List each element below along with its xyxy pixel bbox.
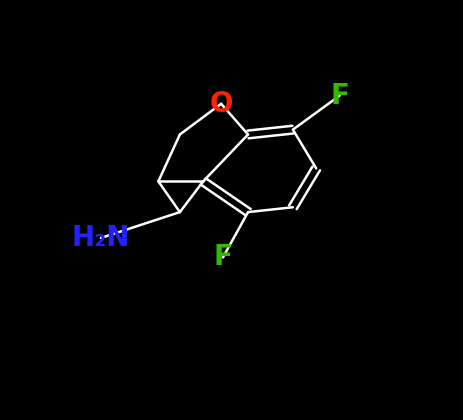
Text: F: F <box>213 243 232 271</box>
Text: O: O <box>209 90 233 118</box>
Text: F: F <box>330 81 349 110</box>
Text: H₂N: H₂N <box>72 224 130 252</box>
